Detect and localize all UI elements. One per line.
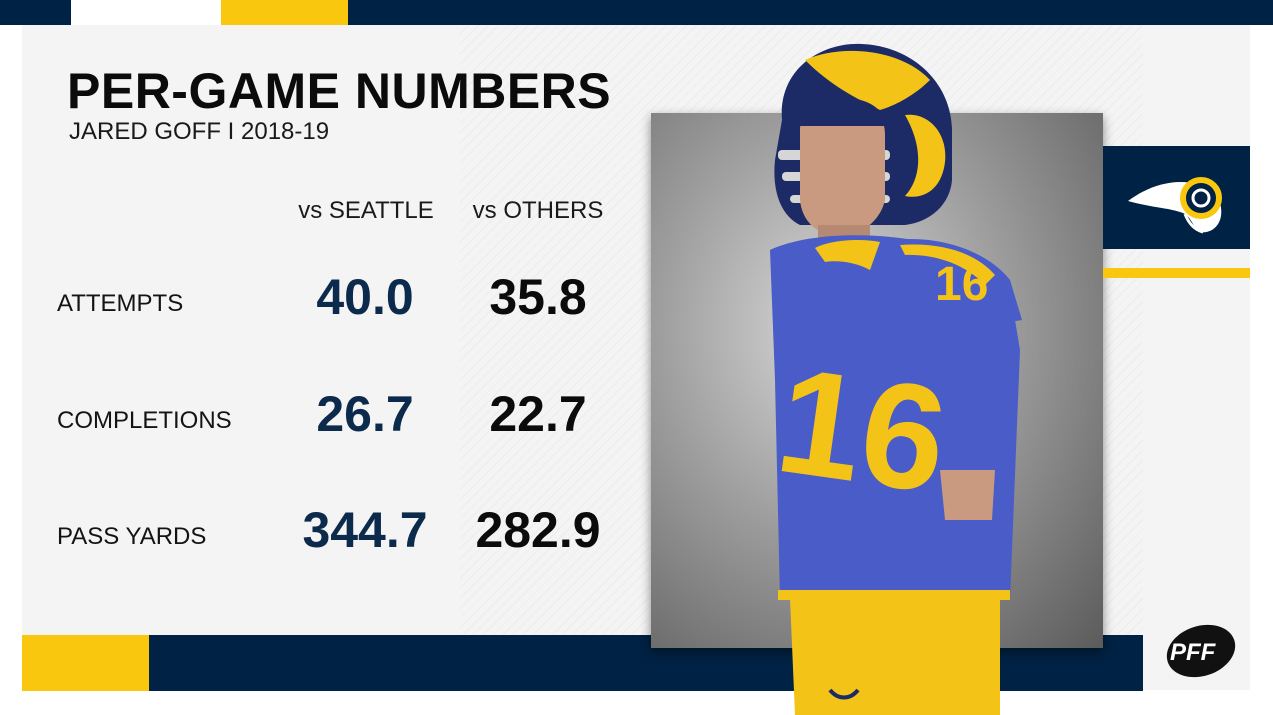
jersey-number-sleeve: 16: [935, 258, 988, 311]
stat-value-vs-seattle: 26.7: [316, 386, 414, 442]
stat-value-vs-seattle: 344.7: [302, 502, 428, 558]
column-header-vs-others: vs OTHERS: [472, 197, 604, 224]
stat-label: PASS YARDS: [57, 523, 207, 550]
team-logo-tile: [1103, 146, 1250, 249]
stat-value-vs-others: 282.9: [475, 502, 601, 558]
stat-row-pass-yards: PASS YARDS 344.7 282.9: [0, 495, 640, 575]
pff-logo-text: PFF: [1170, 639, 1217, 666]
stat-value-vs-seattle: 40.0: [316, 269, 414, 325]
graphic-title: PER-GAME NUMBERS: [67, 63, 612, 119]
stat-row-completions: COMPLETIONS 26.7 22.7: [0, 379, 640, 459]
logo-stripe-gold: [1103, 268, 1250, 278]
top-stripe-gold: [221, 0, 348, 25]
graphic-subtitle: JARED GOFF I 2018-19: [69, 118, 330, 145]
column-header-vs-seattle: vs SEATTLE: [298, 197, 434, 224]
top-stripe-navy: [348, 0, 1273, 25]
stat-value-vs-others: 35.8: [489, 269, 587, 325]
pff-logo-icon: PFF: [1166, 624, 1236, 678]
stat-row-attempts: ATTEMPTS 40.0 35.8: [0, 262, 640, 342]
stat-value-vs-others: 22.7: [489, 386, 587, 442]
top-stripe-white: [71, 0, 221, 25]
stat-label: COMPLETIONS: [57, 407, 232, 434]
rams-logo-icon: [1128, 177, 1222, 234]
stat-label: ATTEMPTS: [57, 290, 184, 317]
top-stripe-navy-left: [0, 0, 71, 25]
bottom-stripe-gold: [22, 635, 149, 691]
jersey-number-chest: 16: [768, 335, 957, 525]
